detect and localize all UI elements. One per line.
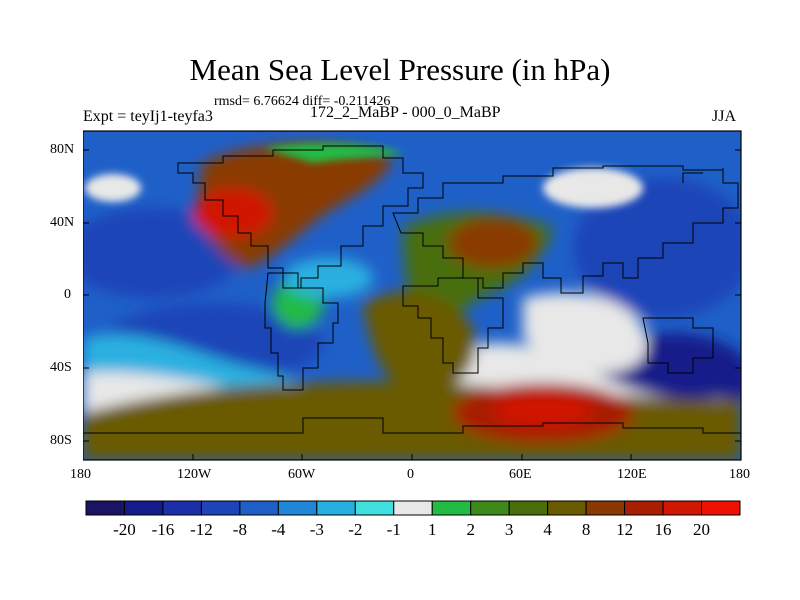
colorbar-swatch bbox=[393, 500, 433, 516]
colorbar-label: -4 bbox=[271, 520, 286, 539]
lon-label-0: 0 bbox=[407, 467, 414, 482]
colorbar-label: 12 bbox=[616, 520, 634, 539]
colorbar-swatch bbox=[470, 500, 510, 516]
coastlines bbox=[83, 145, 741, 434]
colorbar-swatch bbox=[701, 500, 741, 516]
colorbar-swatch bbox=[508, 500, 549, 516]
colorbar-label: 20 bbox=[693, 520, 711, 539]
axis-ticks bbox=[83, 149, 741, 460]
lat-label-80s: 80S bbox=[50, 433, 72, 448]
season-label: JJA bbox=[712, 108, 737, 125]
colorbar-label: -16 bbox=[151, 520, 175, 539]
colorbar-label: -8 bbox=[232, 520, 247, 539]
colorbar-label: 1 bbox=[427, 520, 437, 539]
lon-label-120e: 120E bbox=[617, 467, 647, 482]
colorbar-swatch bbox=[354, 500, 395, 516]
lat-label-0: 0 bbox=[64, 287, 71, 302]
lon-label-180e: 180 bbox=[729, 467, 750, 482]
colorbar-label: -1 bbox=[386, 520, 401, 539]
colorbar-label: -12 bbox=[190, 520, 213, 539]
colorbar-swatch bbox=[200, 500, 241, 516]
colorbar-label: 16 bbox=[654, 520, 672, 539]
pressure-map bbox=[83, 130, 742, 461]
colorbar-swatch bbox=[162, 500, 202, 516]
colorbar-label: 4 bbox=[543, 520, 552, 539]
experiment-label: Expt = teyIj1-teyfa3 bbox=[83, 108, 213, 125]
colorbar-label: 8 bbox=[581, 520, 591, 539]
colorbar-label: -3 bbox=[309, 520, 324, 539]
colorbar-swatch bbox=[123, 500, 164, 516]
colorbar-swatch bbox=[316, 500, 356, 516]
stats-text: rmsd= 6.76624 diff= -0.211426 bbox=[214, 94, 391, 109]
colorbar-swatch bbox=[624, 500, 664, 516]
colorbar bbox=[85, 500, 741, 516]
colorbar-label: 3 bbox=[504, 520, 514, 539]
lat-label-40s: 40S bbox=[50, 360, 72, 375]
lon-label-60e: 60E bbox=[509, 467, 532, 482]
colorbar-swatch bbox=[239, 500, 279, 516]
colorbar-label: -20 bbox=[113, 520, 136, 539]
lon-label-180w: 180 bbox=[70, 467, 91, 482]
lon-label-120w: 120W bbox=[177, 467, 212, 482]
colorbar-label: -2 bbox=[348, 520, 363, 539]
colorbar-swatch bbox=[585, 500, 626, 516]
colorbar-swatch bbox=[662, 500, 703, 516]
colorbar-label: 2 bbox=[466, 520, 475, 539]
lat-label-40n: 40N bbox=[50, 215, 75, 230]
period-range-label: 172_2_MaBP - 000_0_MaBP bbox=[310, 104, 501, 121]
colorbar-swatch bbox=[431, 500, 472, 516]
lon-label-60w: 60W bbox=[288, 467, 316, 482]
plot-title: Mean Sea Level Pressure (in hPa) bbox=[189, 52, 611, 87]
colorbar-swatch bbox=[277, 500, 318, 516]
colorbar-swatch bbox=[547, 500, 587, 516]
colorbar-swatch bbox=[85, 500, 125, 516]
lat-label-80n: 80N bbox=[50, 142, 75, 157]
